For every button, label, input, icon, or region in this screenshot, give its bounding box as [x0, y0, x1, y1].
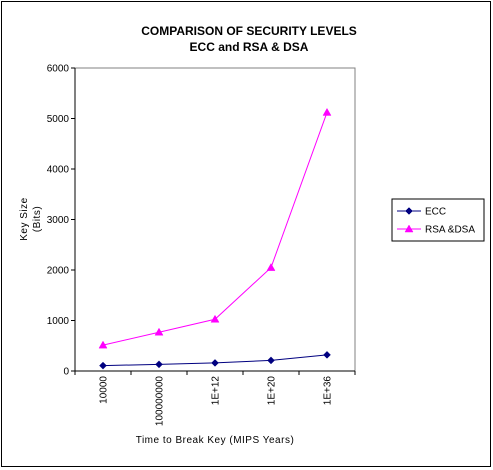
- x-tick-label: 1E+12: [211, 376, 222, 406]
- y-tick-label: 0: [63, 367, 69, 378]
- chart-title-line-1: COMPARISON OF SECURITY LEVELS: [141, 24, 357, 38]
- legend-item: RSA &DSA: [397, 224, 475, 236]
- y-tick-label: 2000: [47, 266, 70, 277]
- y-tick-label: 5000: [47, 114, 70, 125]
- series-ecc: [99, 350, 331, 370]
- y-axis: 0 1000 2000 3000 4000 5000 6000: [47, 64, 76, 378]
- series-rsa-dsa: [98, 107, 332, 349]
- x-tick-label: 10000: [99, 376, 110, 404]
- chart-title-line-2: ECC and RSA & DSA: [190, 40, 309, 54]
- y-tick-label: 3000: [47, 215, 70, 226]
- data-point: [322, 107, 332, 116]
- data-point: [267, 356, 275, 365]
- data-point: [210, 314, 220, 323]
- x-axis: 10000 100000000 1E+12 1E+20 1E+36: [74, 370, 356, 426]
- legend-box: [391, 198, 485, 242]
- legend-label: RSA &DSA: [425, 225, 475, 236]
- data-point: [266, 263, 276, 271]
- x-axis-title: Time to Break Key (MIPS Years): [136, 435, 295, 446]
- y-tick-label: 6000: [47, 64, 70, 75]
- data-point: [323, 350, 331, 359]
- y-tick-label: 1000: [47, 316, 70, 327]
- legend-item: ECC: [397, 207, 446, 218]
- data-point: [99, 361, 107, 370]
- data-point: [155, 360, 163, 369]
- plot-area: [74, 67, 356, 372]
- data-point: [154, 327, 164, 336]
- y-axis-title-line-2: (Bits): [32, 206, 43, 232]
- legend-swatch-marker: [405, 207, 413, 215]
- x-tick-label: 100000000: [155, 376, 166, 426]
- legend-items: ECC RSA &DSA: [397, 207, 475, 236]
- y-axis-title-line-1: Key Size: [19, 197, 30, 240]
- legend-swatch-marker: [404, 224, 414, 233]
- legend: ECC RSA &DSA: [391, 198, 485, 242]
- legend-label: ECC: [425, 207, 446, 218]
- data-point: [98, 340, 108, 349]
- data-point: [211, 359, 219, 367]
- series-layer: [98, 107, 332, 370]
- x-tick-label: 1E+36: [323, 376, 334, 406]
- x-tick-label: 1E+20: [267, 376, 278, 406]
- y-tick-label: 4000: [47, 165, 70, 176]
